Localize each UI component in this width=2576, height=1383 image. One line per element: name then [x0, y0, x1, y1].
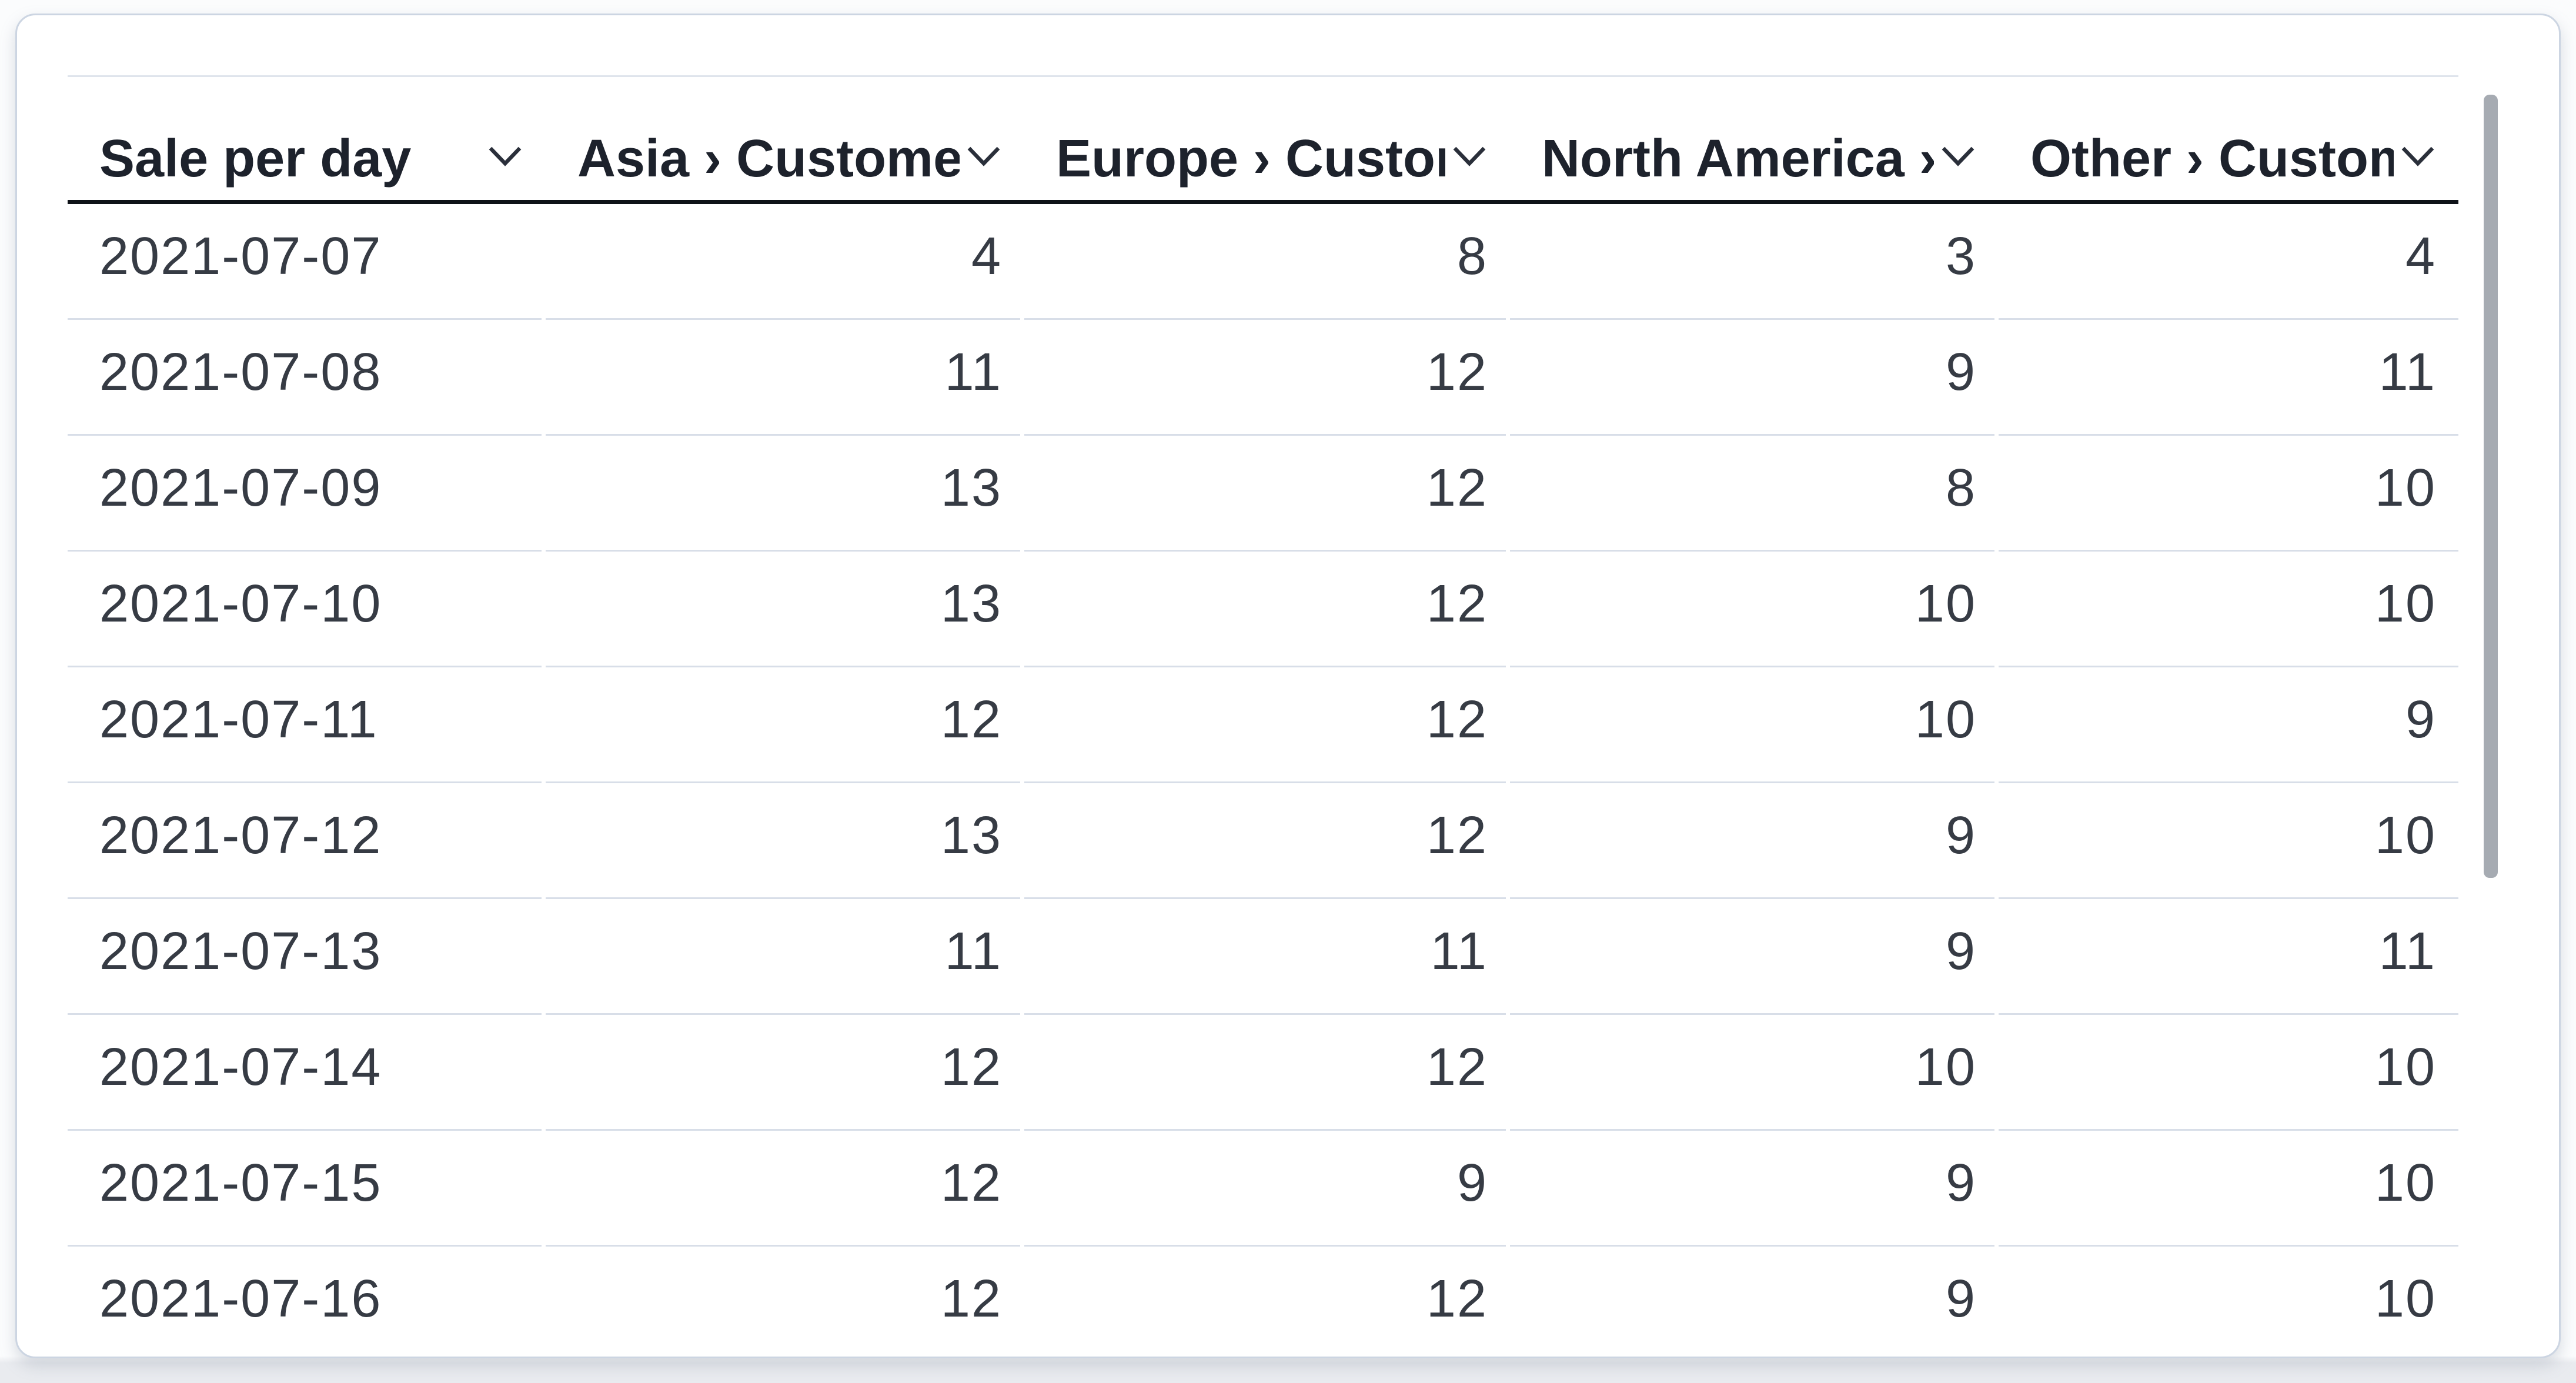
value-cell[interactable]: 12: [546, 1247, 1024, 1357]
vertical-scrollbar-thumb[interactable]: [2484, 95, 2498, 878]
date-cell[interactable]: 2021-07-14: [68, 1015, 546, 1131]
value-cell[interactable]: 10: [1510, 552, 1999, 667]
value-cell[interactable]: 12: [1024, 1247, 1510, 1357]
table-row: 2021-07-09 13 12 8 10: [68, 436, 2458, 552]
column-header-asia-customers[interactable]: Asia › Customers: [546, 77, 1024, 200]
column-header-other-customers[interactable]: Other › Customers: [1999, 77, 2458, 200]
value-cell[interactable]: 4: [1999, 204, 2458, 320]
column-header-label: Other › Customers: [2030, 129, 2394, 188]
value-cell[interactable]: 11: [546, 320, 1024, 436]
value-cell[interactable]: 8: [1510, 436, 1999, 552]
value-cell[interactable]: 10: [1999, 1131, 2458, 1247]
value-cell[interactable]: 13: [546, 436, 1024, 552]
date-cell[interactable]: 2021-07-15: [68, 1131, 546, 1247]
value-cell[interactable]: 12: [1024, 320, 1510, 436]
value-cell[interactable]: 12: [1024, 552, 1510, 667]
value-cell[interactable]: 11: [546, 899, 1024, 1015]
chevron-down-icon[interactable]: [1940, 143, 1976, 169]
value-cell[interactable]: 12: [546, 667, 1024, 783]
table-body: 2021-07-07 4 8 3 4 2021-07-08 11 12 9 11…: [68, 204, 2458, 1357]
table-row: 2021-07-16 12 12 9 10: [68, 1247, 2458, 1357]
value-cell[interactable]: 10: [1999, 783, 2458, 899]
value-cell[interactable]: 10: [1999, 552, 2458, 667]
column-header-label: North America › Customers: [1542, 129, 1934, 188]
date-cell[interactable]: 2021-07-07: [68, 204, 546, 320]
value-cell[interactable]: 12: [1024, 667, 1510, 783]
value-cell[interactable]: 12: [546, 1015, 1024, 1131]
table-card: Sale per day Asia › Customers Europe › C…: [15, 14, 2561, 1358]
value-cell[interactable]: 9: [1510, 783, 1999, 899]
table-row: 2021-07-07 4 8 3 4: [68, 204, 2458, 320]
date-cell[interactable]: 2021-07-10: [68, 552, 546, 667]
value-cell[interactable]: 13: [546, 783, 1024, 899]
value-cell[interactable]: 10: [1999, 436, 2458, 552]
value-cell[interactable]: 4: [546, 204, 1024, 320]
table-row: 2021-07-08 11 12 9 11: [68, 320, 2458, 436]
value-cell[interactable]: 10: [1510, 667, 1999, 783]
column-header-label: Asia › Customers: [577, 129, 960, 188]
table-row: 2021-07-13 11 11 9 11: [68, 899, 2458, 1015]
sale-per-day-table: Sale per day Asia › Customers Europe › C…: [68, 75, 2458, 1357]
value-cell[interactable]: 9: [1510, 320, 1999, 436]
value-cell[interactable]: 8: [1024, 204, 1510, 320]
value-cell[interactable]: 9: [1024, 1131, 1510, 1247]
date-cell[interactable]: 2021-07-12: [68, 783, 546, 899]
date-cell[interactable]: 2021-07-11: [68, 667, 546, 783]
table-header-row: Sale per day Asia › Customers Europe › C…: [68, 75, 2458, 204]
value-cell[interactable]: 9: [1999, 667, 2458, 783]
value-cell[interactable]: 10: [1510, 1015, 1999, 1131]
column-header-north-america-customers[interactable]: North America › Customers: [1510, 77, 1999, 200]
value-cell[interactable]: 11: [1999, 320, 2458, 436]
column-header-label: Sale per day: [99, 129, 412, 188]
value-cell[interactable]: 12: [1024, 1015, 1510, 1131]
value-cell[interactable]: 10: [1999, 1015, 2458, 1131]
chevron-down-icon[interactable]: [487, 143, 523, 169]
column-header-label: Europe › Customers: [1056, 129, 1445, 188]
value-cell[interactable]: 3: [1510, 204, 1999, 320]
value-cell[interactable]: 13: [546, 552, 1024, 667]
table-row: 2021-07-12 13 12 9 10: [68, 783, 2458, 899]
column-header-sale-per-day[interactable]: Sale per day: [68, 77, 546, 200]
table-row: 2021-07-10 13 12 10 10: [68, 552, 2458, 667]
value-cell[interactable]: 12: [1024, 783, 1510, 899]
table-row: 2021-07-11 12 12 10 9: [68, 667, 2458, 783]
value-cell[interactable]: 11: [1999, 899, 2458, 1015]
table-row: 2021-07-14 12 12 10 10: [68, 1015, 2458, 1131]
chevron-down-icon[interactable]: [965, 143, 1002, 169]
date-cell[interactable]: 2021-07-16: [68, 1247, 546, 1357]
date-cell[interactable]: 2021-07-09: [68, 436, 546, 552]
value-cell[interactable]: 12: [1024, 436, 1510, 552]
value-cell[interactable]: 11: [1024, 899, 1510, 1015]
value-cell[interactable]: 9: [1510, 1131, 1999, 1247]
value-cell[interactable]: 10: [1999, 1247, 2458, 1357]
value-cell[interactable]: 9: [1510, 899, 1999, 1015]
value-cell[interactable]: 12: [546, 1131, 1024, 1247]
date-cell[interactable]: 2021-07-08: [68, 320, 546, 436]
date-cell[interactable]: 2021-07-13: [68, 899, 546, 1015]
table-row: 2021-07-15 12 9 9 10: [68, 1131, 2458, 1247]
column-header-europe-customers[interactable]: Europe › Customers: [1024, 77, 1510, 200]
chevron-down-icon[interactable]: [2400, 143, 2436, 169]
chevron-down-icon[interactable]: [1451, 143, 1488, 169]
value-cell[interactable]: 9: [1510, 1247, 1999, 1357]
